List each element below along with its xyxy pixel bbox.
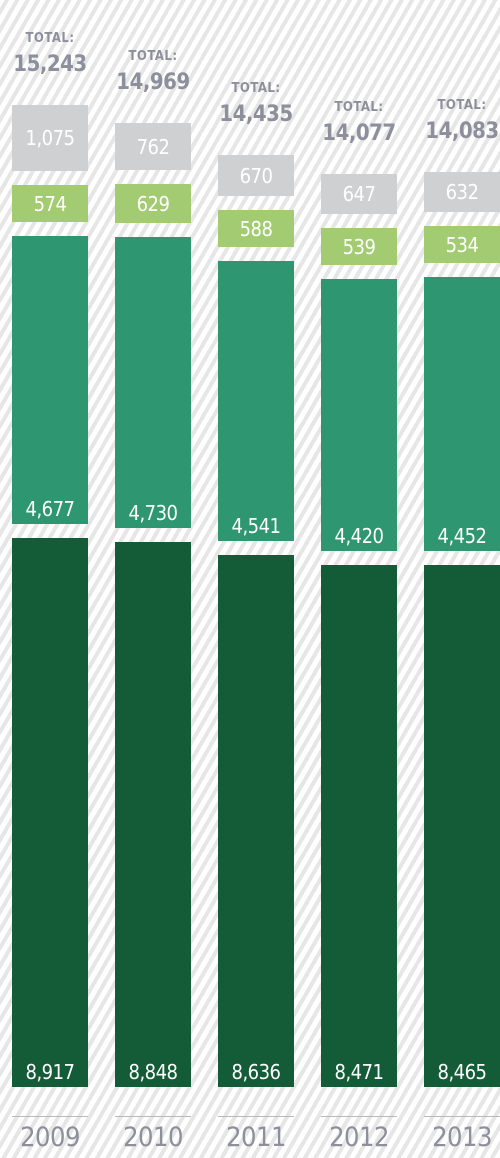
total-value: 14,435 xyxy=(219,102,293,127)
data-label: 632 xyxy=(445,180,479,204)
axis-baseline xyxy=(321,1116,397,1117)
data-label: 534 xyxy=(445,232,479,257)
bar-segment: 574 xyxy=(12,185,88,222)
bar-segment: 4,730 xyxy=(115,237,191,528)
data-label: 629 xyxy=(136,191,170,216)
bar-segment: 8,917 xyxy=(12,538,88,1087)
total-label: TOTAL: xyxy=(128,49,178,64)
x-tick-label: 2012 xyxy=(329,1122,389,1153)
axis-baseline xyxy=(218,1116,294,1117)
total-value: 14,083 xyxy=(425,119,499,144)
data-label: 1,075 xyxy=(25,126,76,150)
data-label: 4,420 xyxy=(334,524,385,548)
data-label: 8,471 xyxy=(334,1060,385,1084)
total-label: TOTAL: xyxy=(25,31,75,46)
bar-segment: 647 xyxy=(321,174,397,214)
bar-segment: 8,636 xyxy=(218,555,294,1087)
data-label: 574 xyxy=(33,191,67,216)
total-value: 15,243 xyxy=(13,52,87,77)
bar-segment: 632 xyxy=(424,172,500,212)
x-tick-label: 2013 xyxy=(432,1122,492,1153)
bar-segment: 4,452 xyxy=(424,277,500,551)
data-label: 4,730 xyxy=(128,501,179,525)
axis-baseline xyxy=(12,1116,88,1117)
data-label: 762 xyxy=(136,134,170,159)
bar-segment: 8,471 xyxy=(321,565,397,1087)
total-value: 14,077 xyxy=(322,121,396,146)
data-label: 8,636 xyxy=(231,1060,282,1084)
x-tick-label: 2009 xyxy=(20,1122,80,1153)
bar-segment: 4,420 xyxy=(321,279,397,551)
data-label: 539 xyxy=(342,234,376,259)
bar-segment: 534 xyxy=(424,226,500,263)
bar-segment: 4,541 xyxy=(218,261,294,541)
data-label: 4,452 xyxy=(437,524,488,548)
bar-segment: 4,677 xyxy=(12,236,88,524)
axis-baseline xyxy=(424,1116,500,1117)
total-label: TOTAL: xyxy=(437,98,487,113)
x-tick-label: 2011 xyxy=(226,1122,286,1153)
bar-segment: 588 xyxy=(218,210,294,247)
data-label: 647 xyxy=(342,182,376,206)
total-value: 14,969 xyxy=(116,70,190,95)
data-label: 4,541 xyxy=(231,514,282,538)
data-label: 670 xyxy=(239,163,273,188)
bar-segment: 629 xyxy=(115,184,191,223)
data-label: 588 xyxy=(239,216,273,241)
bar-segment: 539 xyxy=(321,228,397,265)
x-tick-label: 2010 xyxy=(123,1122,183,1153)
axis-baseline xyxy=(115,1116,191,1117)
data-label: 8,465 xyxy=(437,1060,488,1084)
bar-segment: 762 xyxy=(115,123,191,170)
data-label: 8,917 xyxy=(25,1060,76,1084)
bar-segment: 670 xyxy=(218,155,294,196)
total-label: TOTAL: xyxy=(334,100,384,115)
bar-segment: 8,848 xyxy=(115,542,191,1087)
bar-segment: 1,075 xyxy=(12,105,88,171)
total-label: TOTAL: xyxy=(231,81,281,96)
data-label: 8,848 xyxy=(128,1060,179,1084)
data-label: 4,677 xyxy=(25,497,76,521)
bar-segment: 8,465 xyxy=(424,565,500,1087)
